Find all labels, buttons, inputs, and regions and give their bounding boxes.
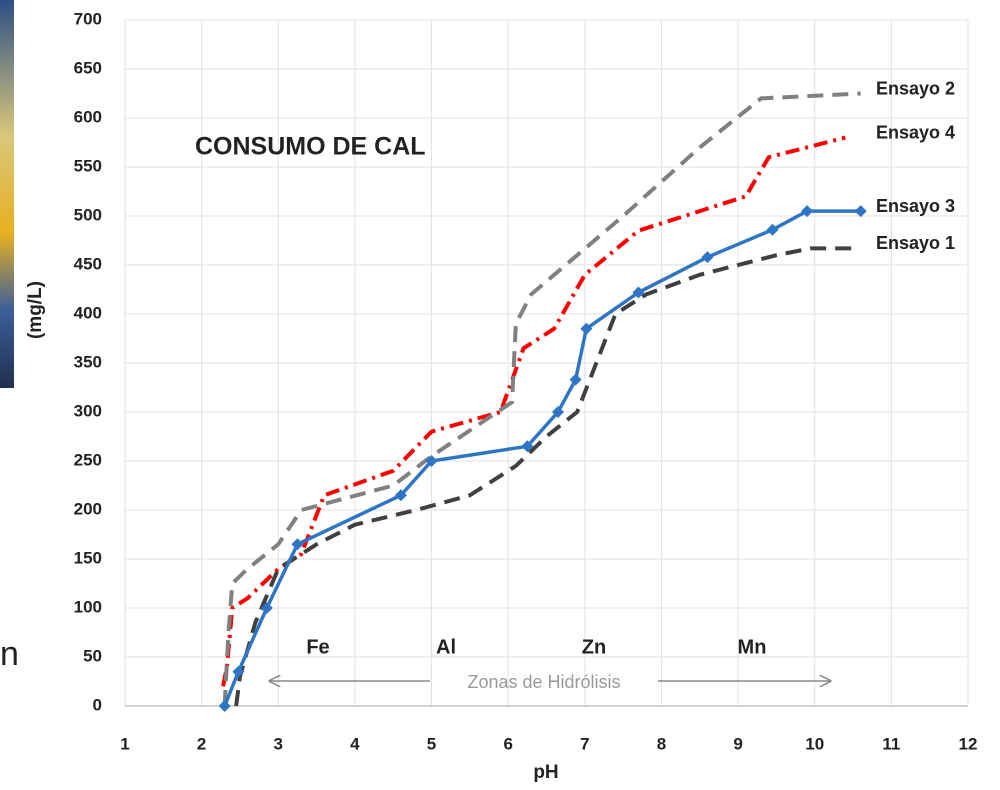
series-label: Ensayo 1 (876, 233, 955, 253)
x-tick-label: 2 (197, 734, 206, 753)
x-tick-label: 1 (120, 734, 129, 753)
x-tick-label: 10 (805, 734, 824, 753)
x-tick-label: 11 (882, 734, 900, 753)
y-tick-label: 50 (83, 646, 102, 665)
y-tick-label: 0 (93, 695, 102, 714)
y-tick-label: 300 (74, 401, 102, 420)
x-tick-label: 12 (959, 734, 978, 753)
photo-fragment (0, 0, 14, 388)
x-axis-label: pH (533, 762, 558, 783)
y-tick-label: 150 (74, 548, 102, 567)
data-point (701, 251, 714, 264)
y-tick-label: 100 (74, 597, 102, 616)
data-point (632, 286, 645, 299)
data-point (766, 223, 779, 236)
zone-label: Fe (306, 636, 329, 658)
zone-label: Al (436, 636, 456, 658)
data-point (394, 489, 407, 502)
y-tick-label: 250 (74, 450, 102, 469)
x-tick-label: 8 (657, 734, 666, 753)
x-tick-label: 9 (733, 734, 742, 753)
y-tick-label: 600 (74, 107, 102, 126)
zone-label: Zn (582, 636, 606, 658)
series-label: Ensayo 2 (876, 78, 955, 98)
data-point (260, 602, 273, 614)
y-tick-label: 200 (74, 499, 102, 518)
y-tick-label: 400 (74, 303, 102, 322)
series-line (222, 91, 861, 707)
data-point (569, 373, 582, 386)
data-point (218, 700, 231, 712)
series-label: Ensayo 4 (876, 122, 955, 142)
zone-label: Mn (738, 636, 767, 658)
x-tick-label: 6 (503, 734, 512, 753)
x-tick-label: 3 (274, 734, 283, 753)
data-point (854, 205, 867, 218)
side-text: n (0, 635, 19, 673)
series-line (223, 209, 861, 707)
data-point (551, 406, 564, 418)
y-tick-label: 450 (74, 254, 102, 273)
series-line (221, 135, 846, 687)
x-tick-label: 5 (427, 734, 436, 753)
x-tick-label: 7 (580, 734, 589, 753)
series-line (234, 246, 854, 707)
data-point (801, 205, 814, 218)
y-axis-label: (mg/L) (25, 281, 46, 339)
y-tick-label: 700 (74, 9, 102, 28)
y-tick-label: 550 (74, 156, 102, 175)
series-label: Ensayo 3 (876, 196, 955, 216)
data-point (521, 440, 534, 453)
data-point (425, 455, 438, 467)
chart-title: CONSUMO DE CAL (195, 133, 426, 161)
y-tick-label: 650 (74, 58, 102, 77)
data-point (232, 665, 245, 678)
y-tick-label: 500 (74, 205, 102, 224)
x-tick-label: 4 (350, 734, 360, 753)
y-tick-label: 350 (74, 352, 102, 371)
data-point (291, 538, 304, 551)
data-point (580, 322, 593, 335)
zone-caption: Zonas de Hidrólisis (467, 672, 620, 692)
